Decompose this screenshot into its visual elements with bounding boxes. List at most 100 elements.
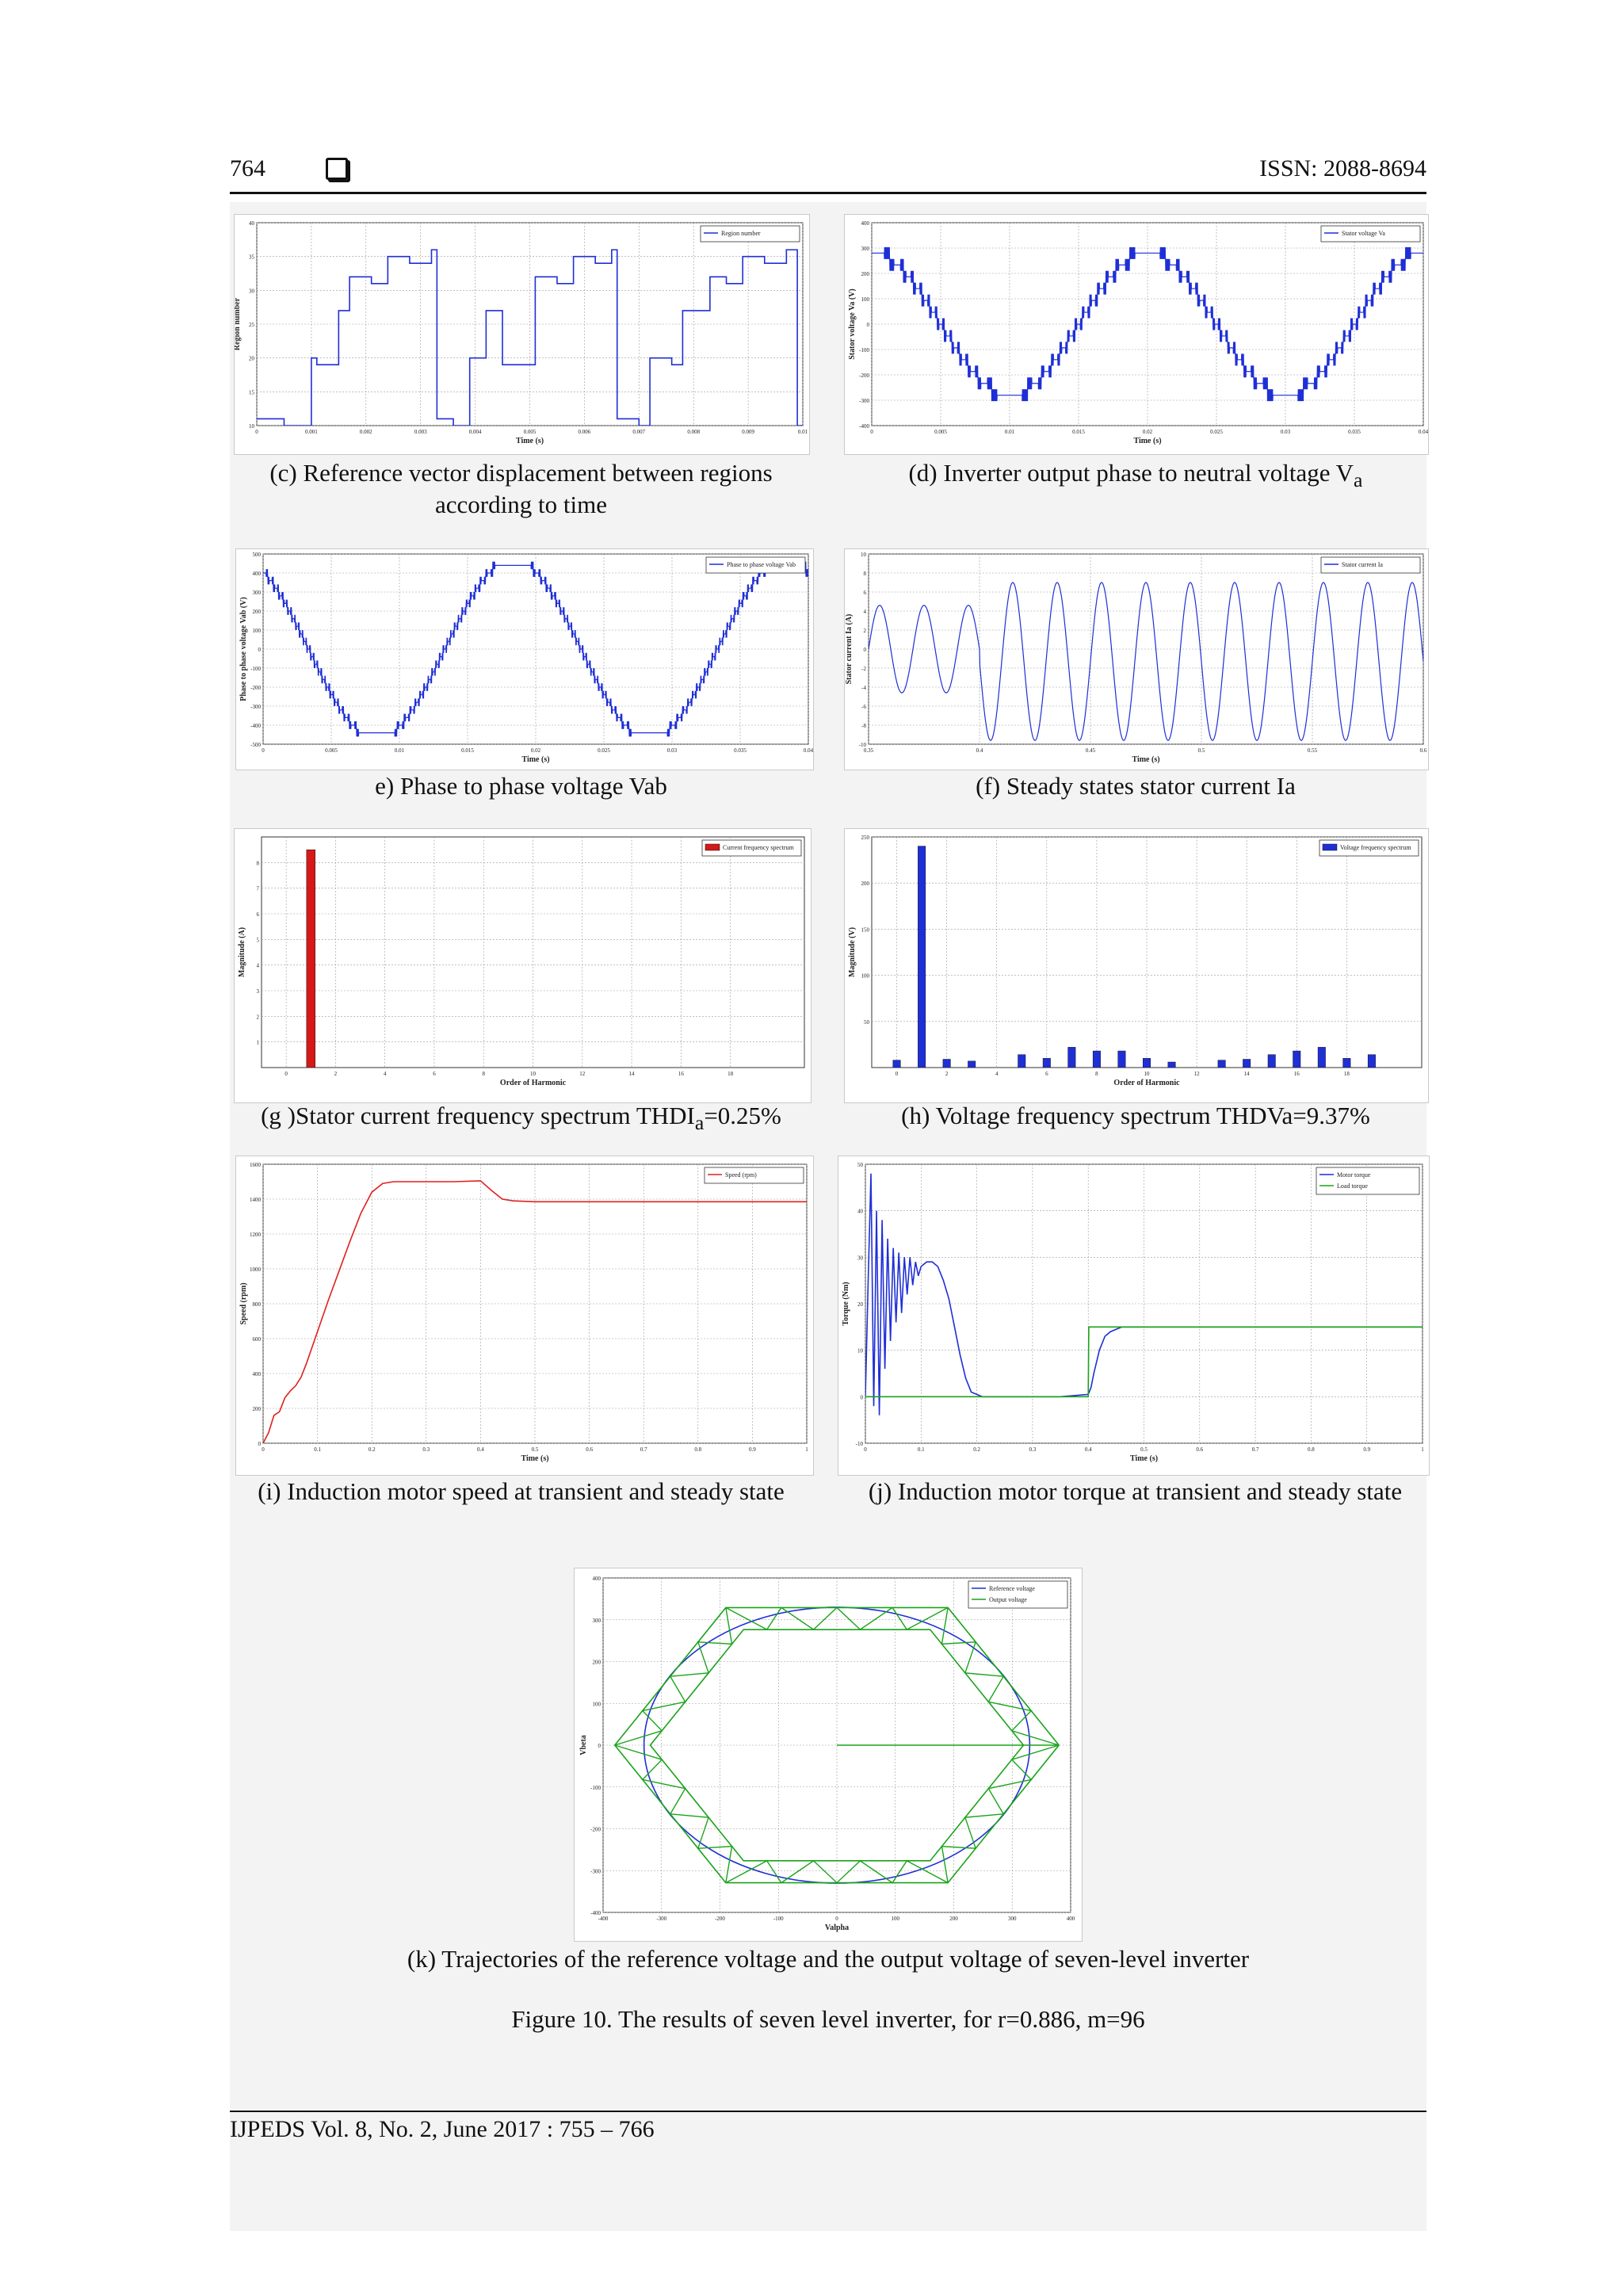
bar — [1117, 1050, 1126, 1068]
x-tick-label: 0.002 — [360, 429, 372, 435]
x-tick-label: 14 — [629, 1071, 636, 1077]
caption-c: (c) Reference vector displacement betwee… — [269, 459, 773, 518]
y-axis-label: Stator voltage Va (V) — [848, 288, 857, 360]
x-tick-label: 0 — [285, 1071, 288, 1077]
x-tick-label: 0.4 — [1085, 1446, 1092, 1453]
series-output-voltage-inner — [649, 1629, 1025, 1862]
bar — [968, 1060, 976, 1068]
x-axis-label: Time (s) — [516, 437, 544, 445]
x-tick-label: 0.025 — [1210, 429, 1223, 435]
x-tick-label: 12 — [579, 1071, 586, 1077]
x-tick-label: 0.003 — [414, 429, 427, 435]
y-tick-label: 10 — [861, 552, 867, 558]
y-tick-label: -300 — [859, 398, 869, 404]
series-group — [865, 1173, 1423, 1415]
caption-i: (i) Induction motor speed at transient a… — [258, 1477, 785, 1505]
x-axis-label: Time (s) — [1133, 437, 1161, 445]
x-tick-label: 0.01 — [395, 747, 405, 754]
x-tick-label: 8 — [482, 1071, 485, 1077]
legend-label: Phase to phase voltage Vab — [727, 561, 796, 568]
y-tick-label: 30 — [249, 288, 255, 294]
y-tick-label: -100 — [250, 666, 261, 672]
bar — [1217, 1060, 1226, 1068]
series-group — [257, 249, 803, 426]
y-tick-label: 35 — [249, 254, 255, 261]
y-axis-label: Magnitude (A) — [238, 927, 246, 977]
y-tick-label: 200 — [253, 1406, 262, 1412]
x-tick-label: 0.01 — [798, 429, 808, 435]
y-tick-label: 8 — [257, 860, 260, 866]
legend-box — [700, 225, 800, 243]
y-tick-label: -8 — [861, 723, 866, 729]
x-tick-label: 0 — [255, 429, 258, 435]
x-tick-label: 300 — [1008, 1916, 1017, 1922]
y-tick-label: -300 — [250, 704, 261, 710]
legend-label: Output voltage — [989, 1596, 1027, 1603]
x-tick-label: 0.9 — [749, 1446, 756, 1453]
y-tick-label: 0 — [867, 322, 870, 328]
y-axis-label: Torque (Nm) — [842, 1282, 850, 1325]
y-tick-label: 15 — [249, 389, 255, 395]
legend-label: Region number — [721, 230, 761, 237]
y-tick-label: 25 — [249, 322, 255, 328]
y-tick-label: 7 — [257, 886, 260, 892]
y-axis-label: Magnitude (V) — [848, 927, 857, 977]
bar — [1143, 1058, 1151, 1068]
series-output-voltage-zigzag — [614, 1607, 733, 1746]
x-tick-label: 0.008 — [687, 429, 700, 435]
x-axis-label: Time (s) — [521, 1454, 548, 1463]
x-tick-label: 10 — [530, 1071, 537, 1077]
x-tick-label: 1 — [805, 1446, 808, 1453]
y-tick-label: -10 — [856, 1441, 864, 1447]
x-tick-label: 4 — [995, 1071, 999, 1077]
chart-i: 0 0.1 0.2 0.3 0.4 0.5 0.6 0.7 0.8 0.9 1 0 200 400 600 8… — [235, 1156, 814, 1476]
y-tick-label: 250 — [861, 835, 870, 841]
x-axis-label: Time (s) — [521, 755, 549, 764]
caption-f: (f) Steady states stator current Ia — [976, 772, 1296, 800]
x-tick-label: 0.4 — [477, 1446, 484, 1453]
x-tick-label: 0.005 — [325, 747, 338, 754]
y-tick-label: -300 — [590, 1868, 601, 1874]
y-tick-label: 40 — [857, 1209, 864, 1215]
legend-swatch — [705, 843, 720, 851]
y-tick-label: -500 — [250, 742, 261, 748]
x-tick-label: 0.35 — [864, 747, 874, 754]
y-axis-label: Stator current Ia (A) — [845, 614, 854, 685]
y-tick-label: 500 — [253, 552, 262, 558]
y-tick-label: 0 — [598, 1743, 601, 1749]
y-tick-label: 150 — [861, 926, 870, 933]
x-tick-label: -200 — [715, 1916, 725, 1922]
y-tick-label: 300 — [593, 1618, 601, 1624]
x-tick-label: 0.6 — [1196, 1446, 1203, 1453]
y-tick-label: 40 — [249, 220, 255, 227]
checkbox-icon — [326, 158, 348, 180]
caption-g: (g )Stator current frequency spectrum TH… — [230, 1100, 812, 1139]
legend-box — [701, 839, 802, 857]
y-tick-label: 0 — [864, 647, 867, 653]
y-tick-label: 1200 — [250, 1232, 262, 1238]
x-tick-label: 0.2 — [973, 1446, 980, 1453]
x-tick-label: 6 — [1045, 1071, 1048, 1077]
x-tick-label: -400 — [598, 1916, 609, 1922]
y-tick-label: -4 — [861, 685, 866, 691]
y-tick-label: 0 — [861, 1394, 864, 1400]
caption-h: (h) Voltage frequency spectrum THDVa=9.3… — [901, 1102, 1370, 1129]
legend-label: Current frequency spectrum — [723, 844, 795, 851]
x-tick-label: 0.1 — [314, 1446, 321, 1453]
y-tick-label: 200 — [861, 271, 870, 277]
x-tick-label: 0.1 — [918, 1446, 925, 1453]
x-tick-label: 12 — [1194, 1071, 1201, 1077]
x-tick-label: 0 — [835, 1916, 838, 1922]
x-tick-label: 6 — [433, 1071, 436, 1077]
x-tick-label: 0.001 — [305, 429, 318, 435]
legend-label: Voltage frequency spectrum — [1340, 844, 1411, 851]
bar — [892, 1060, 901, 1068]
series-output-voltage-zigzag — [614, 1744, 733, 1883]
series-motor-torque-line — [865, 1173, 1423, 1415]
y-tick-label: 1 — [257, 1040, 260, 1046]
x-tick-label: 8 — [1095, 1071, 1098, 1077]
series-output-voltage-zigzag — [725, 1606, 949, 1631]
y-tick-label: -200 — [859, 372, 869, 379]
y-tick-label: 200 — [253, 609, 262, 615]
y-tick-label: 50 — [857, 1162, 864, 1168]
